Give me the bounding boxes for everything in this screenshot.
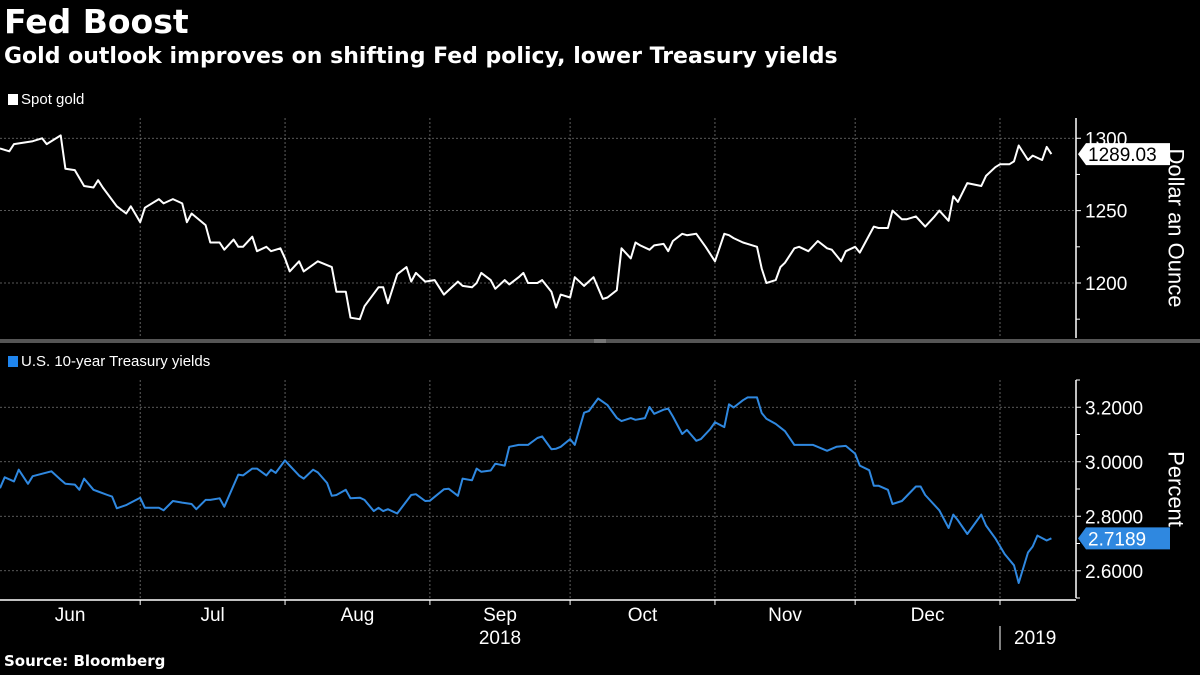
gold-price-line xyxy=(0,134,1053,321)
x-year-label: 2018 xyxy=(479,628,521,649)
x-month-label: Jul xyxy=(200,605,224,626)
y-tick-label: 1200 xyxy=(1085,274,1127,295)
source-note: Source: Bloomberg xyxy=(4,652,166,670)
chart-subtitle: Gold outlook improves on shifting Fed po… xyxy=(4,44,838,69)
y-tick-label: 3.0000 xyxy=(1085,453,1143,474)
last-value-label: 1289.03 xyxy=(1088,145,1157,166)
panel-divider xyxy=(0,339,1200,343)
x-month-label: Nov xyxy=(768,605,802,626)
last-value-badge xyxy=(1078,527,1170,550)
y-tick-label: 2.8000 xyxy=(1085,507,1143,528)
x-month-label: Sep xyxy=(483,605,517,626)
treasury-yield-line xyxy=(0,396,1052,584)
legend-swatch-yields xyxy=(8,356,18,367)
legend-treasury-yields: U.S. 10-year Treasury yields xyxy=(8,353,210,370)
y-tick-label: 1250 xyxy=(1085,202,1127,223)
x-month-label: Aug xyxy=(341,605,375,626)
last-value-badge xyxy=(1078,143,1170,166)
x-month-label: Dec xyxy=(911,605,945,626)
x-month-label: Oct xyxy=(628,605,658,626)
legend-label-yields: U.S. 10-year Treasury yields xyxy=(21,353,211,370)
legend-spot-gold: Spot gold xyxy=(8,91,84,108)
chart-title: Fed Boost xyxy=(4,2,189,41)
legend-swatch-gold xyxy=(8,94,18,105)
y-tick-label: 2.6000 xyxy=(1085,562,1143,583)
x-year-label: 2019 xyxy=(1014,628,1056,649)
y-tick-label: 3.2000 xyxy=(1085,398,1143,419)
x-month-label: Jun xyxy=(55,605,86,626)
last-value-label: 2.7189 xyxy=(1088,529,1146,550)
y-axis-title: Percent xyxy=(1164,451,1189,527)
y-axis-title: Dollar an Ounce xyxy=(1164,149,1189,308)
legend-label-gold: Spot gold xyxy=(21,91,85,108)
